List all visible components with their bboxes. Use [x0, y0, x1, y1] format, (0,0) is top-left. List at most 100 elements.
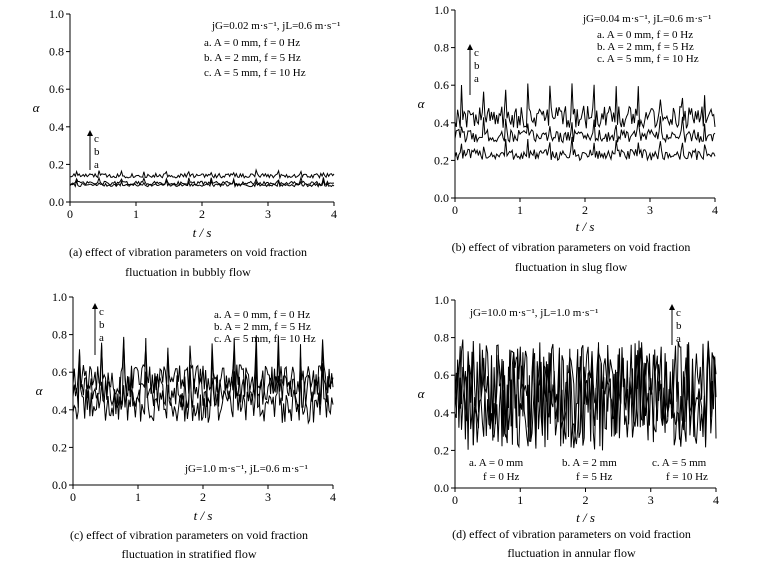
- x-tick-label: 1: [517, 203, 523, 217]
- arrow-head-icon: [669, 304, 675, 310]
- x-tick-label: 2: [583, 493, 589, 507]
- x-axis-label: t / s: [194, 508, 213, 523]
- y-axis-label: α: [418, 386, 426, 401]
- legend-item: a. A = 0 mm, f = 0 Hz: [214, 309, 310, 321]
- series-line-c: [454, 83, 716, 130]
- order-label-b: b: [99, 319, 105, 331]
- x-tick-label: 3: [648, 493, 654, 507]
- order-label-c: c: [94, 133, 99, 145]
- conditions-note: jG=1.0 m·s⁻¹, jL=0.6 m·s⁻¹: [184, 463, 308, 475]
- order-label-c: c: [99, 306, 104, 318]
- conditions-note: jG=0.02 m·s⁻¹, jL=0.6 m·s⁻¹: [211, 20, 340, 32]
- y-axis-label: α: [418, 96, 426, 111]
- legend-item: a. A = 0 mm, f = 0 Hz: [597, 29, 693, 41]
- y-tick-label: 0.4: [434, 406, 449, 420]
- legend-item: c. A = 5 mm: [652, 457, 707, 469]
- x-tick-label: 1: [517, 493, 523, 507]
- order-label-c: c: [474, 47, 479, 59]
- order-label-a: a: [94, 159, 99, 171]
- legend-item: c. A = 5 mm, f = 10 Hz: [214, 333, 316, 345]
- x-tick-label: 3: [265, 207, 271, 221]
- x-axis-label: t / s: [576, 219, 595, 234]
- caption-line: (b) effect of vibration parameters on vo…: [452, 240, 691, 254]
- x-tick-label: 1: [133, 207, 139, 221]
- legend-item: f = 10 Hz: [666, 471, 708, 483]
- legend-item: b. A = 2 mm: [562, 457, 617, 469]
- x-tick-label: 0: [452, 493, 458, 507]
- y-tick-label: 0.0: [52, 478, 67, 492]
- y-tick-label: 0.8: [434, 331, 449, 345]
- x-tick-label: 4: [713, 493, 719, 507]
- x-tick-label: 4: [331, 207, 337, 221]
- legend-item: c. A = 5 mm, f = 10 Hz: [204, 67, 306, 79]
- y-tick-label: 0.8: [49, 45, 64, 59]
- arrow-head-icon: [87, 130, 93, 136]
- y-tick-label: 1.0: [434, 3, 449, 17]
- y-tick-label: 0.6: [434, 78, 449, 92]
- y-tick-label: 0.4: [434, 116, 449, 130]
- y-tick-label: 0.2: [52, 440, 67, 454]
- order-label-a: a: [676, 333, 681, 345]
- x-tick-label: 0: [67, 207, 73, 221]
- legend-item: f = 0 Hz: [483, 471, 520, 483]
- conditions-note: jG=0.04 m·s⁻¹, jL=0.6 m·s⁻¹: [582, 13, 711, 25]
- x-tick-label: 3: [647, 203, 653, 217]
- legend-item: c. A = 5 mm, f = 10 Hz: [597, 53, 699, 65]
- x-tick-label: 1: [135, 490, 141, 504]
- y-tick-label: 0.2: [49, 157, 64, 171]
- arrow-head-icon: [92, 303, 98, 309]
- x-tick-label: 4: [712, 203, 718, 217]
- x-tick-label: 2: [582, 203, 588, 217]
- order-label-b: b: [676, 320, 682, 332]
- legend-item: a. A = 0 mm, f = 0 Hz: [204, 37, 300, 49]
- y-tick-label: 0.8: [434, 41, 449, 55]
- caption-line: (c) effect of vibration parameters on vo…: [70, 528, 308, 542]
- legend-item: b. A = 2 mm, f = 5 Hz: [214, 321, 311, 333]
- order-label-c: c: [676, 307, 681, 319]
- y-tick-label: 1.0: [52, 290, 67, 304]
- series-line-c: [72, 335, 334, 397]
- x-tick-label: 2: [199, 207, 205, 221]
- series-line-a: [454, 136, 716, 162]
- y-tick-label: 0.4: [49, 120, 64, 134]
- order-label-b: b: [474, 60, 480, 72]
- caption-line: (d) effect of vibration parameters on vo…: [452, 527, 691, 541]
- x-axis-label: t / s: [576, 510, 595, 525]
- y-tick-label: 0.0: [434, 191, 449, 205]
- x-axis-label: t / s: [193, 225, 212, 240]
- y-tick-label: 1.0: [434, 293, 449, 307]
- x-tick-label: 3: [265, 490, 271, 504]
- order-label-b: b: [94, 146, 100, 158]
- caption-line: fluctuation in bubbly flow: [125, 265, 251, 279]
- legend-item: a. A = 0 mm: [469, 457, 524, 469]
- caption-line: fluctuation in annular flow: [507, 546, 636, 560]
- series-line-a: [69, 178, 335, 189]
- y-tick-label: 0.6: [434, 368, 449, 382]
- y-axis-label: α: [33, 100, 41, 115]
- order-label-a: a: [99, 332, 104, 344]
- series-line-c: [454, 339, 717, 441]
- order-label-a: a: [474, 73, 479, 85]
- series-line-b: [454, 116, 716, 144]
- caption-line: fluctuation in slug flow: [515, 260, 628, 274]
- y-tick-label: 0.6: [52, 365, 67, 379]
- series-line-b: [69, 175, 334, 187]
- y-tick-label: 0.8: [52, 328, 67, 342]
- legend-item: f = 5 Hz: [576, 471, 613, 483]
- y-tick-label: 0.2: [434, 153, 449, 167]
- series-line-a: [72, 354, 334, 425]
- arrow-head-icon: [467, 44, 473, 50]
- y-tick-label: 0.4: [52, 403, 67, 417]
- caption-line: fluctuation in stratified flow: [122, 547, 257, 561]
- legend-item: b. A = 2 mm, f = 5 Hz: [597, 41, 694, 53]
- y-tick-label: 0.0: [49, 195, 64, 209]
- x-tick-label: 2: [200, 490, 206, 504]
- conditions-note: jG=10.0 m·s⁻¹, jL=1.0 m·s⁻¹: [469, 307, 598, 319]
- x-tick-label: 0: [452, 203, 458, 217]
- y-tick-label: 1.0: [49, 7, 64, 21]
- caption-line: (a) effect of vibration parameters on vo…: [69, 245, 307, 259]
- legend-item: b. A = 2 mm, f = 5 Hz: [204, 52, 301, 64]
- x-tick-label: 4: [330, 490, 336, 504]
- y-tick-label: 0.6: [49, 82, 64, 96]
